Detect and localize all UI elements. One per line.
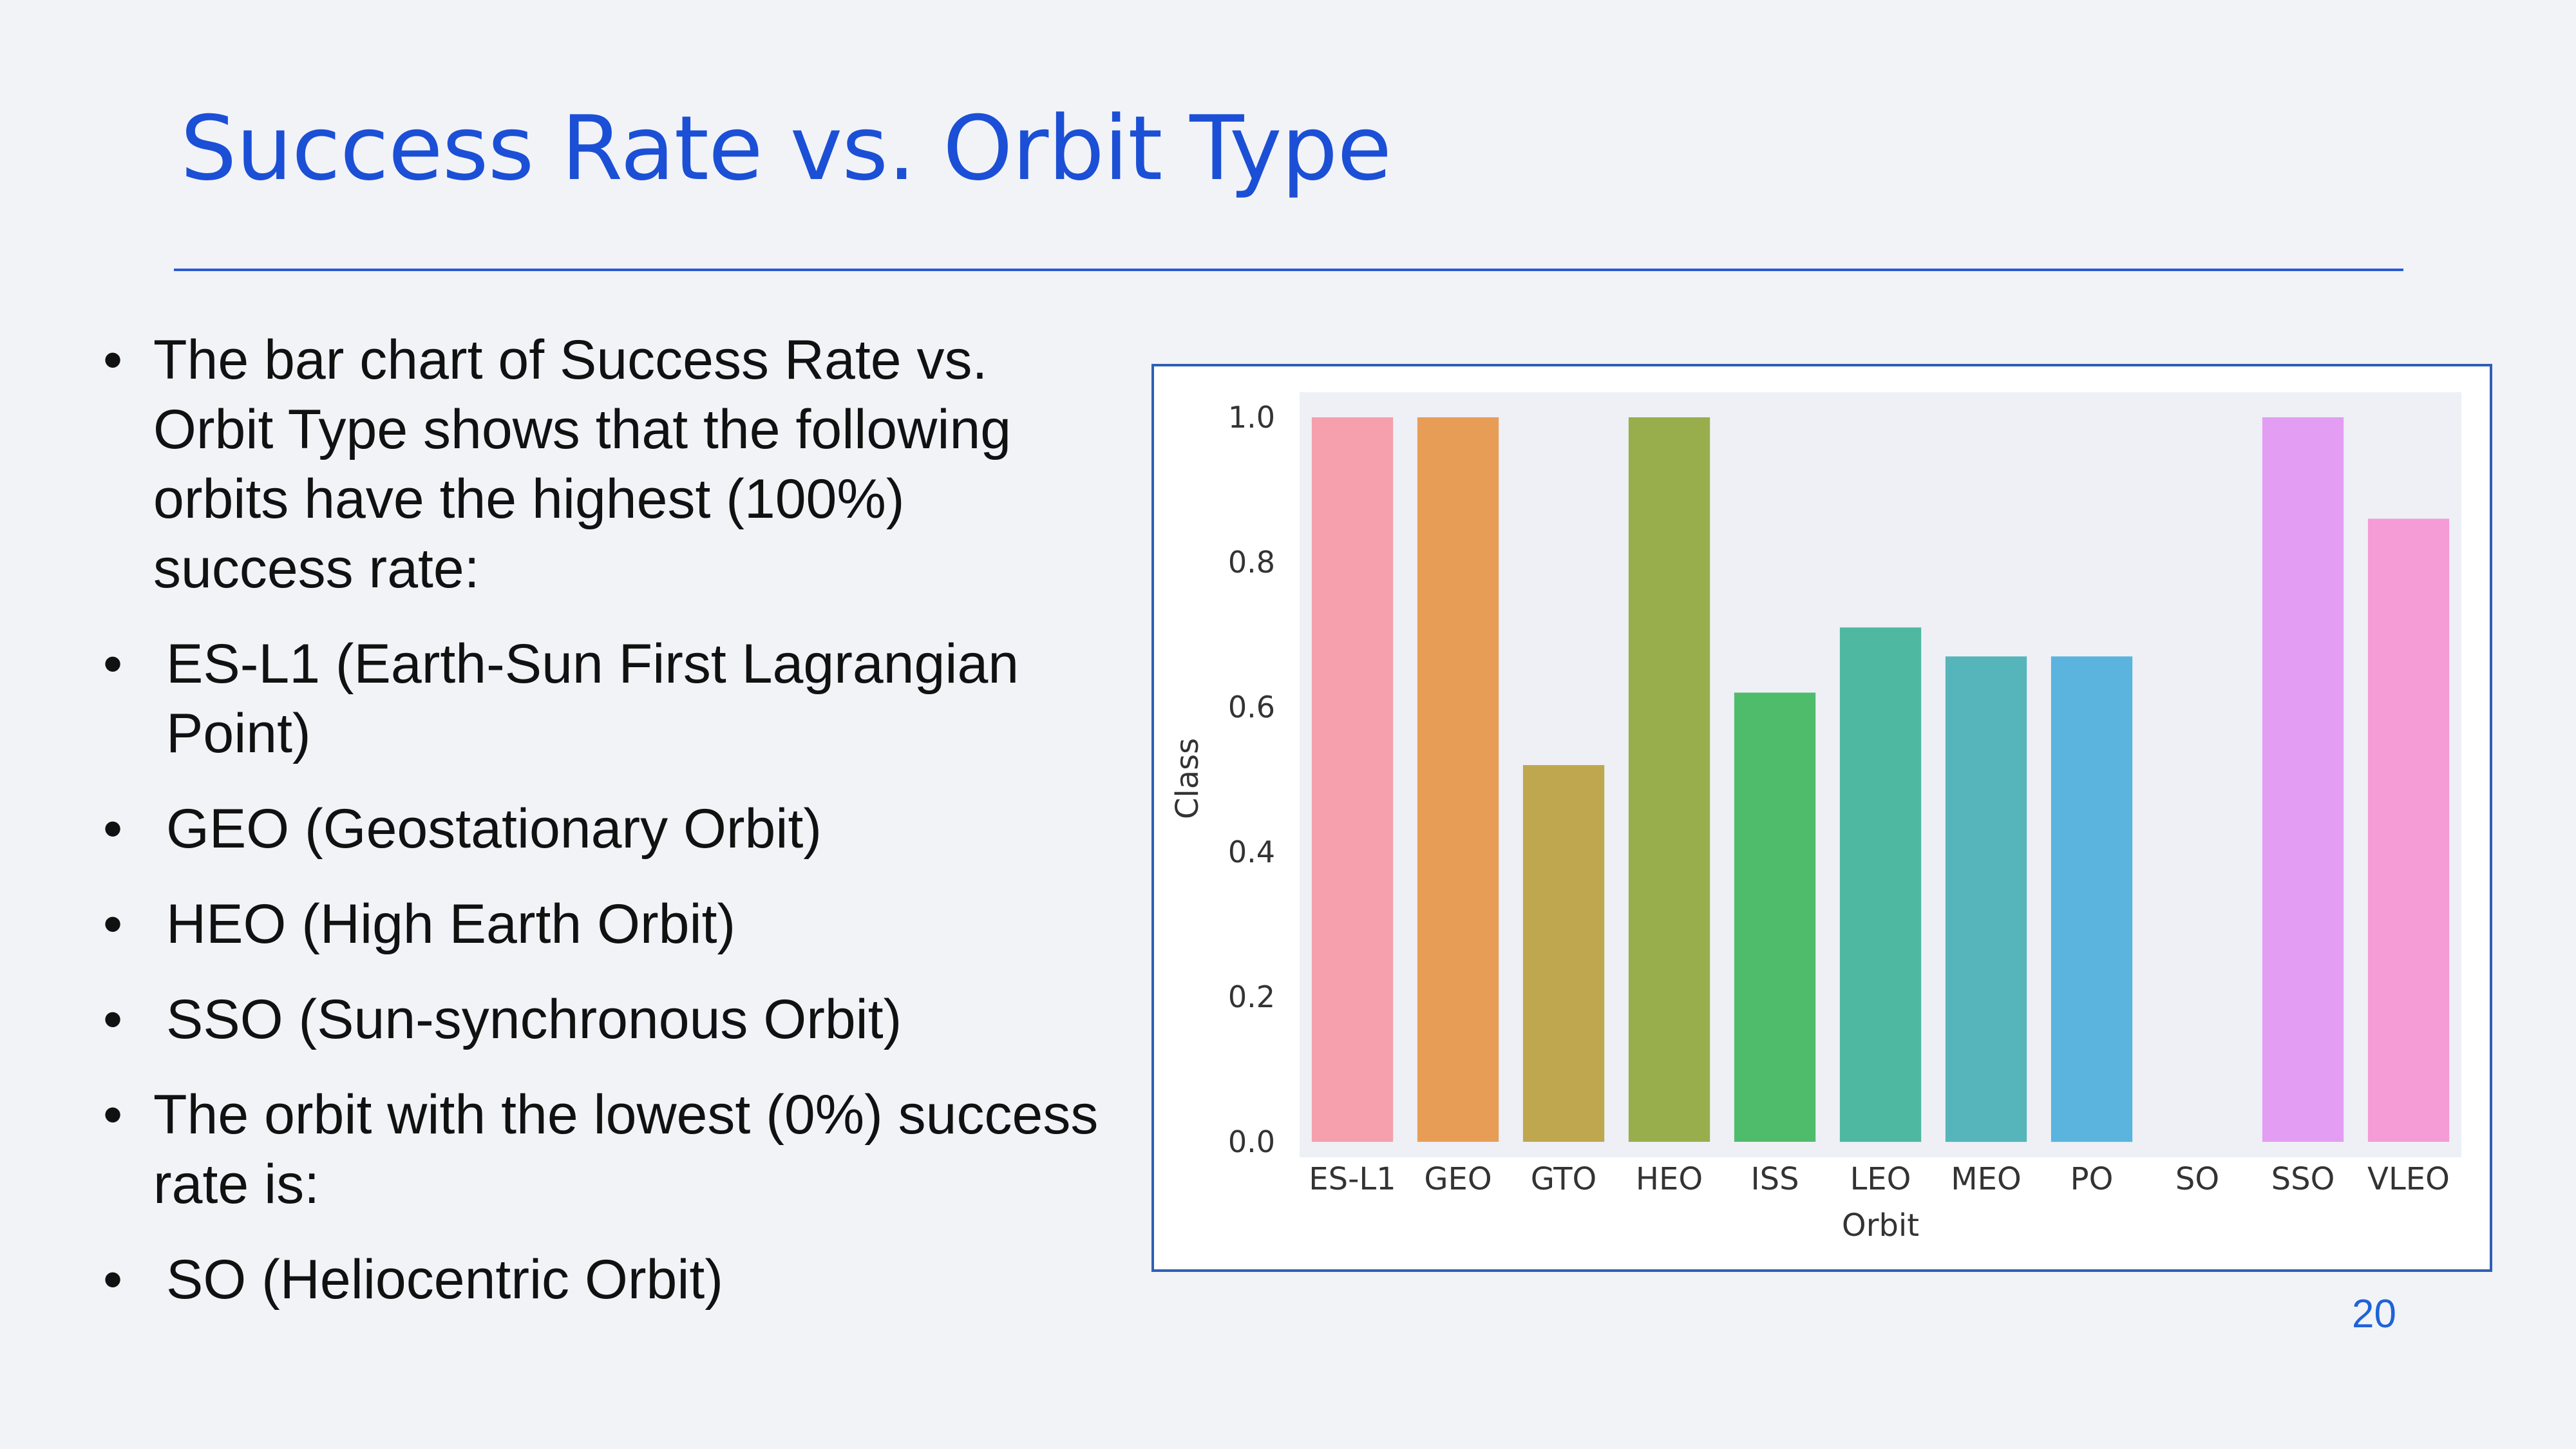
- x-tick-label: ISS: [1750, 1161, 1799, 1197]
- x-tick-label: VLEO: [2367, 1161, 2450, 1197]
- bullet-item: The bar chart of Success Rate vs. Orbit …: [103, 325, 1108, 603]
- title-divider: [174, 269, 2403, 271]
- y-tick-label: 0.8: [1228, 545, 1275, 580]
- x-axis-label: Orbit: [1842, 1208, 1919, 1244]
- y-tick-label: 0.2: [1228, 980, 1275, 1014]
- bar-heo: [1628, 417, 1710, 1142]
- bar-iss: [1734, 692, 1816, 1142]
- chart-frame: 0.0 0.2 0.4 0.6 0.8 1.0 ES-L1 GEO GTO HEO ISS LEO M…: [1151, 364, 2492, 1272]
- x-tick-label: GTO: [1531, 1161, 1597, 1197]
- bars-layer: [1311, 417, 2450, 1142]
- bar-po: [2050, 656, 2133, 1142]
- x-tick-label: PO: [2070, 1161, 2114, 1197]
- x-tick-label: GEO: [1424, 1161, 1492, 1197]
- bullet-item: SSO (Sun-synchronous Orbit): [103, 985, 1108, 1054]
- x-tick-label: MEO: [1951, 1161, 2022, 1197]
- x-tick-label: HEO: [1636, 1161, 1703, 1197]
- bar-es-l1: [1311, 417, 1394, 1142]
- bullet-item: SO (Heliocentric Orbit): [103, 1245, 1108, 1314]
- bar-leo: [1839, 627, 1922, 1142]
- bar-meo: [1945, 656, 2027, 1142]
- y-tick-label: 1.0: [1228, 400, 1275, 435]
- bullet-list: The bar chart of Success Rate vs. Orbit …: [103, 325, 1108, 1340]
- bullet-item: GEO (Geostationary Orbit): [103, 794, 1108, 864]
- bar-sso: [2262, 417, 2344, 1142]
- y-axis-label: Class: [1170, 738, 1206, 819]
- x-tick-label: LEO: [1850, 1161, 1911, 1197]
- page-number: 20: [2352, 1292, 2396, 1336]
- y-tick-label: 0.4: [1228, 835, 1275, 869]
- x-tick-label: SO: [2175, 1161, 2219, 1197]
- x-ticks: ES-L1 GEO GTO HEO ISS LEO MEO PO SO SSO VLEO: [1309, 1161, 2450, 1197]
- bar-gto: [1522, 765, 1605, 1142]
- slide-title: Success Rate vs. Orbit Type: [180, 97, 1392, 200]
- y-tick-label: 0.0: [1228, 1124, 1275, 1159]
- bar-chart: 0.0 0.2 0.4 0.6 0.8 1.0 ES-L1 GEO GTO HEO ISS LEO M…: [1170, 392, 2461, 1244]
- y-tick-label: 0.6: [1228, 690, 1275, 724]
- x-tick-label: ES-L1: [1309, 1161, 1396, 1197]
- bar-vleo: [2367, 518, 2450, 1142]
- bullet-item: ES-L1 (Earth-Sun First Lagrangian Point): [103, 629, 1108, 768]
- bullet-item: The orbit with the lowest (0%) success r…: [103, 1080, 1108, 1219]
- x-tick-label: SSO: [2271, 1161, 2335, 1197]
- y-ticks: 0.0 0.2 0.4 0.6 0.8 1.0: [1228, 400, 1275, 1159]
- bullet-item: HEO (High Earth Orbit): [103, 889, 1108, 959]
- bar-geo: [1417, 417, 1499, 1142]
